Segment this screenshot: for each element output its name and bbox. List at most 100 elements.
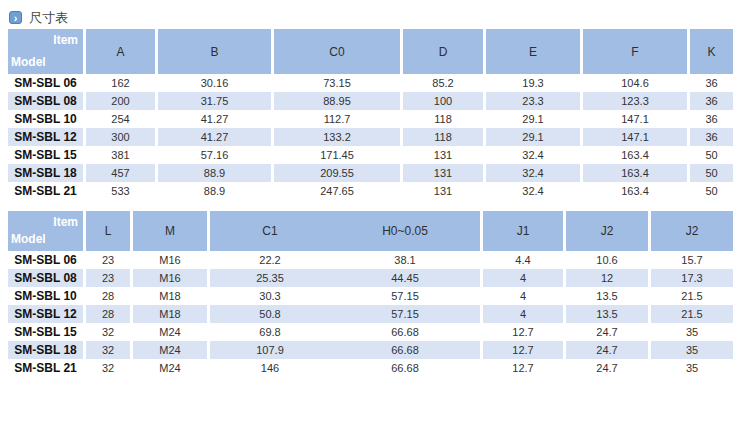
value-cell: 88.9 bbox=[158, 182, 271, 200]
value-cell: 35 bbox=[651, 341, 733, 359]
value-cell: 66.68 bbox=[330, 323, 480, 341]
value-cell: 41.27 bbox=[158, 128, 271, 146]
value-cell: 57.15 bbox=[330, 287, 480, 305]
corner-label-item: Item bbox=[11, 33, 78, 47]
value-cell: 131 bbox=[403, 182, 483, 200]
model-cell: SM-SBL 18 bbox=[8, 341, 83, 359]
value-cell: 163.4 bbox=[583, 146, 687, 164]
value-cell: 17.3 bbox=[651, 269, 733, 287]
value-cell: 57.16 bbox=[158, 146, 271, 164]
value-cell: 32.4 bbox=[486, 182, 580, 200]
value-cell: 50.8 bbox=[210, 305, 330, 323]
column-header-L: L bbox=[86, 211, 130, 251]
value-cell: 30.16 bbox=[158, 74, 271, 92]
value-cell: 209.55 bbox=[274, 164, 400, 182]
column-header-J2: J2 bbox=[651, 211, 733, 251]
value-cell: 36 bbox=[690, 128, 733, 146]
model-cell: SM-SBL 10 bbox=[8, 110, 83, 128]
value-cell: 50 bbox=[690, 182, 733, 200]
column-header-K: K bbox=[690, 29, 733, 74]
model-cell: SM-SBL 15 bbox=[8, 323, 83, 341]
model-cell: SM-SBL 12 bbox=[8, 305, 83, 323]
column-header-D: D bbox=[403, 29, 483, 74]
corner-label-item: Item bbox=[11, 215, 78, 229]
table-row: SM-SBL 2153388.9247.6513132.4163.450 bbox=[8, 182, 733, 200]
model-cell: SM-SBL 21 bbox=[8, 182, 83, 200]
value-cell: 28 bbox=[86, 305, 130, 323]
value-cell: 147.1 bbox=[583, 110, 687, 128]
model-cell: SM-SBL 06 bbox=[8, 74, 83, 92]
model-cell: SM-SBL 08 bbox=[8, 92, 83, 110]
value-cell: 147.1 bbox=[583, 128, 687, 146]
value-cell: 22.2 bbox=[210, 251, 330, 269]
value-cell: 35 bbox=[651, 359, 733, 377]
value-cell: 15.7 bbox=[651, 251, 733, 269]
value-cell: 12.7 bbox=[483, 359, 563, 377]
column-header-E: E bbox=[486, 29, 580, 74]
table-row: SM-SBL 1230041.27133.211829.1147.136 bbox=[8, 128, 733, 146]
column-header-B: B bbox=[158, 29, 271, 74]
value-cell: 10.6 bbox=[566, 251, 648, 269]
value-cell: 118 bbox=[403, 128, 483, 146]
value-cell: 50 bbox=[690, 146, 733, 164]
value-cell: 123.3 bbox=[583, 92, 687, 110]
value-cell: 4.4 bbox=[483, 251, 563, 269]
value-cell: 171.45 bbox=[274, 146, 400, 164]
value-cell: M16 bbox=[133, 251, 207, 269]
value-cell: 133.2 bbox=[274, 128, 400, 146]
value-cell: 163.4 bbox=[583, 182, 687, 200]
column-header-C1: C1 bbox=[210, 211, 330, 251]
value-cell: 31.75 bbox=[158, 92, 271, 110]
column-header-C0: C0 bbox=[274, 29, 400, 74]
value-cell: 381 bbox=[86, 146, 155, 164]
table-row: SM-SBL 1845788.9209.5513132.4163.450 bbox=[8, 164, 733, 182]
value-cell: 36 bbox=[690, 110, 733, 128]
value-cell: 24.7 bbox=[566, 359, 648, 377]
value-cell: 300 bbox=[86, 128, 155, 146]
model-cell: SM-SBL 21 bbox=[8, 359, 83, 377]
value-cell: 13.5 bbox=[566, 287, 648, 305]
table-row: SM-SBL 1228M1850.857.15413.521.5 bbox=[8, 305, 733, 323]
corner-label-model: Model bbox=[11, 55, 78, 69]
value-cell: 104.6 bbox=[583, 74, 687, 92]
value-cell: 38.1 bbox=[330, 251, 480, 269]
table-row: SM-SBL 0820031.7588.9510023.3123.336 bbox=[8, 92, 733, 110]
model-cell: SM-SBL 08 bbox=[8, 269, 83, 287]
corner-cell-item-model: Item Model bbox=[8, 29, 83, 74]
column-header-J2: J2 bbox=[566, 211, 648, 251]
table-row: SM-SBL 1025441.27112.711829.1147.136 bbox=[8, 110, 733, 128]
value-cell: 162 bbox=[86, 74, 155, 92]
table-row: SM-SBL 1832M24107.966.6812.724.735 bbox=[8, 341, 733, 359]
value-cell: M18 bbox=[133, 287, 207, 305]
table-row: SM-SBL 1532M2469.866.6812.724.735 bbox=[8, 323, 733, 341]
value-cell: 23 bbox=[86, 251, 130, 269]
value-cell: 36 bbox=[690, 74, 733, 92]
value-cell: M24 bbox=[133, 341, 207, 359]
value-cell: 200 bbox=[86, 92, 155, 110]
value-cell: 21.5 bbox=[651, 305, 733, 323]
value-cell: 23 bbox=[86, 269, 130, 287]
value-cell: 12.7 bbox=[483, 341, 563, 359]
value-cell: 13.5 bbox=[566, 305, 648, 323]
value-cell: 19.3 bbox=[486, 74, 580, 92]
corner-label-model: Model bbox=[11, 232, 78, 246]
value-cell: 73.15 bbox=[274, 74, 400, 92]
dimension-table-1: ItemModelABC0DEFKSM-SBL 0616230.1673.158… bbox=[8, 29, 733, 200]
value-cell: 131 bbox=[403, 146, 483, 164]
value-cell: 88.95 bbox=[274, 92, 400, 110]
column-header-J1: J1 bbox=[483, 211, 563, 251]
column-header-A: A bbox=[86, 29, 155, 74]
value-cell: 44.45 bbox=[330, 269, 480, 287]
value-cell: 12 bbox=[566, 269, 648, 287]
value-cell: 146 bbox=[210, 359, 330, 377]
value-cell: 533 bbox=[86, 182, 155, 200]
model-cell: SM-SBL 10 bbox=[8, 287, 83, 305]
value-cell: 29.1 bbox=[486, 110, 580, 128]
value-cell: 32 bbox=[86, 359, 130, 377]
value-cell: 25.35 bbox=[210, 269, 330, 287]
column-header-M: M bbox=[133, 211, 207, 251]
value-cell: 112.7 bbox=[274, 110, 400, 128]
value-cell: 32.4 bbox=[486, 164, 580, 182]
value-cell: 107.9 bbox=[210, 341, 330, 359]
value-cell: 41.27 bbox=[158, 110, 271, 128]
